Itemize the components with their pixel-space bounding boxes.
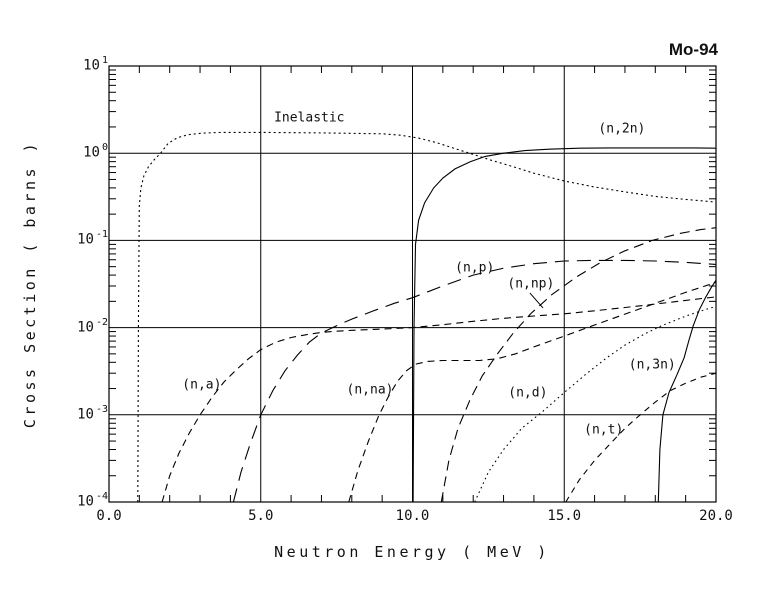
curve-label-n-a: (n,a): [182, 377, 222, 393]
y-tick-base: 10: [83, 144, 100, 161]
y-tick-exponent: 0: [101, 142, 108, 154]
curve-label-n-d: (n,d): [508, 385, 548, 401]
curve-n-np: [440, 227, 717, 503]
x-axis-title: Neutron Energy ( MeV ): [274, 543, 550, 561]
y-tick-base: 10: [77, 319, 94, 336]
curve-n-na: [348, 281, 717, 503]
y-tick-base: 10: [77, 493, 94, 510]
y-tick-exponent: 1: [101, 55, 108, 66]
x-tick-label: 15.0: [547, 508, 582, 524]
y-axis-title: Cross Section ( barns ): [21, 139, 39, 429]
curve-n-p: [232, 259, 717, 503]
curve-label-inelastic: Inelastic: [274, 110, 345, 126]
y-tick-label: 10 -1: [77, 229, 108, 249]
curve-label-n-np: (n,np): [507, 276, 555, 292]
curve-n-t: [565, 372, 717, 503]
y-tick-label: 10 -2: [77, 316, 108, 336]
y-tick-exponent: -2: [95, 316, 108, 328]
curve-label-n-3n: (n,3n): [628, 357, 676, 373]
curve-inelastic: [137, 131, 717, 503]
x-tick-label: 20.0: [699, 508, 733, 524]
x-tick-label: 0.0: [96, 508, 122, 524]
y-tick-base: 10: [77, 406, 94, 423]
curve-label-n-t: (n,t): [584, 422, 624, 438]
x-tick-label: 5.0: [248, 508, 274, 524]
chart-title: Mo-94: [668, 40, 718, 59]
curve-label-n-na: (n,na): [346, 382, 394, 398]
y-tick-label: 10 1: [83, 55, 108, 74]
y-tick-exponent: -4: [95, 491, 108, 502]
y-tick-base: 10: [77, 232, 94, 249]
curve-label-n-2n: (n,2n): [598, 121, 646, 137]
curve-label-n-p: (n,p): [455, 260, 495, 276]
y-tick-label: 10 0: [83, 142, 108, 161]
y-tick-exponent: -1: [95, 229, 108, 241]
curve-n-a: [161, 296, 717, 503]
y-tick-label: 10 -4: [77, 491, 108, 510]
curve-n-3n: [657, 279, 717, 503]
x-tick-label: 10.0: [395, 508, 430, 524]
y-tick-base: 10: [83, 57, 100, 74]
curve-n-2n: [412, 147, 717, 503]
y-tick-exponent: -3: [95, 403, 108, 415]
y-tick-label: 10 -3: [77, 403, 108, 423]
label-pointer-n-np: [529, 292, 544, 309]
plot-border: [108, 65, 717, 503]
